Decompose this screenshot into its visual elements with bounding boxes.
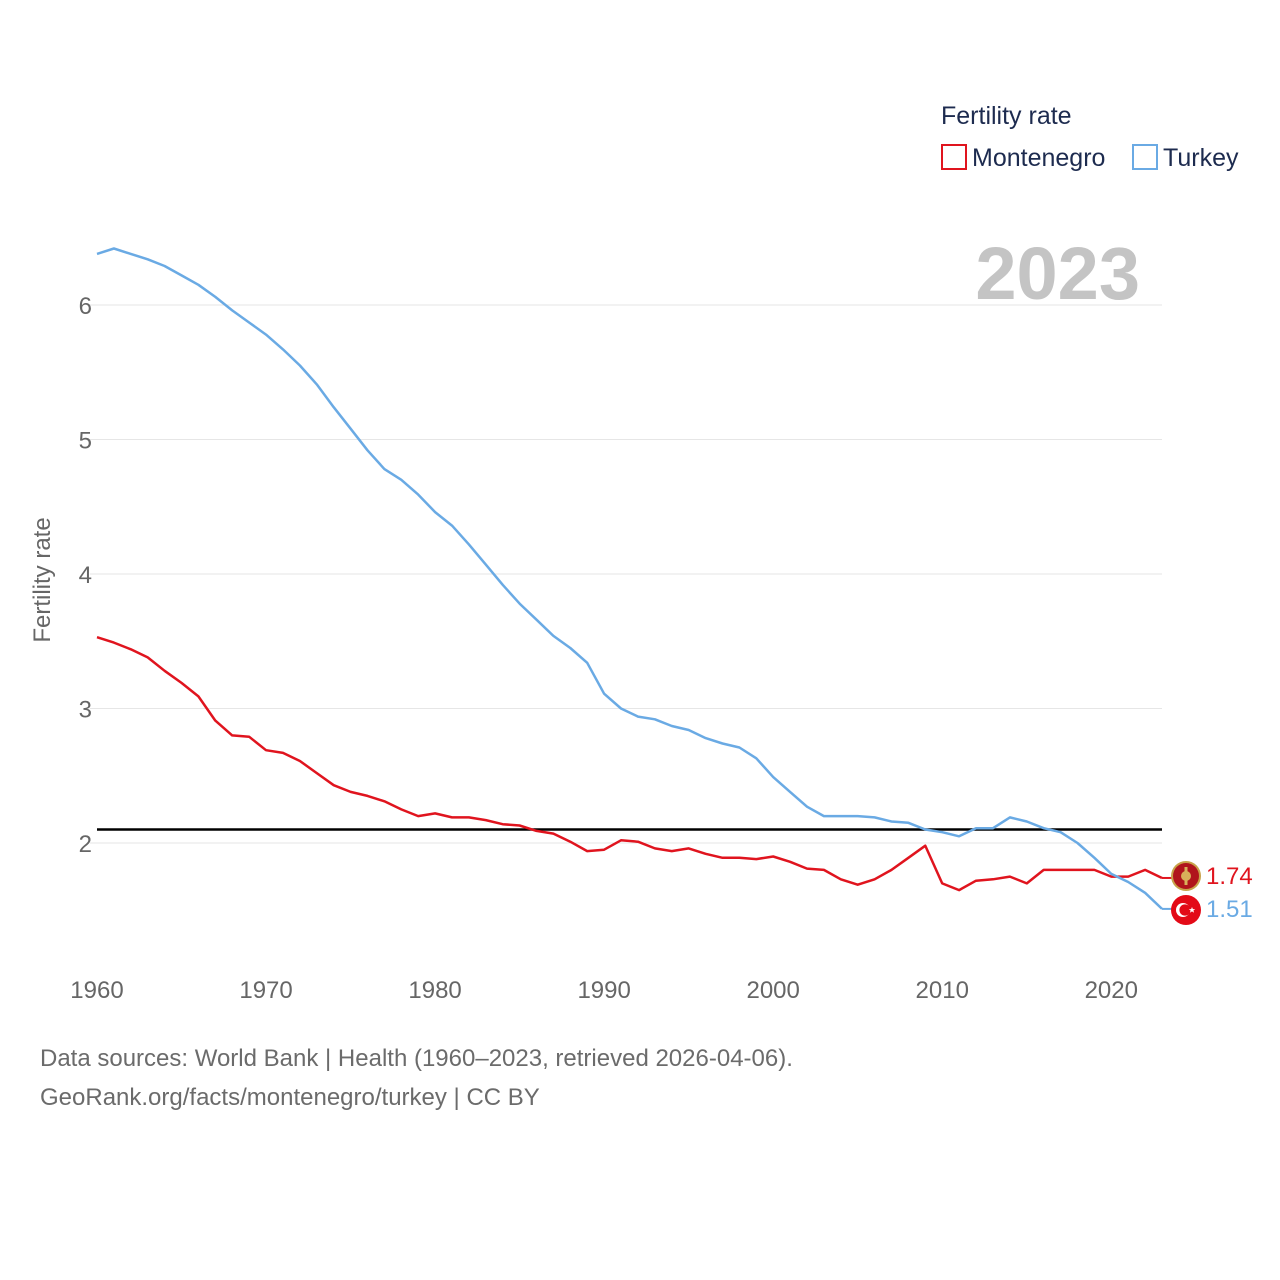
current-year-label: 2023 <box>975 232 1140 315</box>
y-tick-label: 6 <box>79 293 92 320</box>
series-lines <box>96 247 1172 910</box>
footer-link[interactable]: GeoRank.org/facts/montenegro/turkey | CC… <box>40 1084 540 1111</box>
x-axis-ticks: 1960 1970 1980 1990 2000 2010 2020 <box>70 977 1138 1004</box>
x-tick-label: 1970 <box>239 977 292 1004</box>
x-tick-label: 2000 <box>746 977 799 1004</box>
legend-item-turkey[interactable]: Turkey <box>1132 144 1239 172</box>
legend-item-montenegro[interactable]: Montenegro <box>941 144 1105 172</box>
series-line-turkey[interactable] <box>96 247 1163 910</box>
y-tick-label: 5 <box>79 428 92 455</box>
legend-swatch-turkey <box>1132 144 1158 170</box>
legend-label-turkey: Turkey <box>1163 144 1239 172</box>
y-axis-title: Fertility rate <box>29 517 56 642</box>
end-value-turkey: 1.51 <box>1206 896 1253 923</box>
x-tick-label: 2010 <box>916 977 969 1004</box>
end-value-montenegro: 1.74 <box>1206 863 1253 890</box>
y-tick-label: 2 <box>79 831 92 858</box>
x-tick-label: 1960 <box>70 977 123 1004</box>
x-tick-label: 1980 <box>408 977 461 1004</box>
y-tick-label: 4 <box>79 562 92 589</box>
y-tick-label: 3 <box>79 697 92 724</box>
grid <box>90 304 1162 844</box>
x-tick-label: 2020 <box>1085 977 1138 1004</box>
y-axis-ticks: 2 3 4 5 6 <box>79 293 92 858</box>
turkey-flag-icon <box>1171 895 1201 925</box>
series-line-montenegro[interactable] <box>96 636 1163 892</box>
legend-label-montenegro: Montenegro <box>972 144 1105 172</box>
x-tick-label: 1990 <box>577 977 630 1004</box>
legend-swatch-montenegro <box>941 144 967 170</box>
montenegro-flag-icon <box>1171 861 1201 891</box>
footer-sources: Data sources: World Bank | Health (1960–… <box>40 1045 793 1072</box>
legend-title: Fertility rate <box>941 102 1072 130</box>
